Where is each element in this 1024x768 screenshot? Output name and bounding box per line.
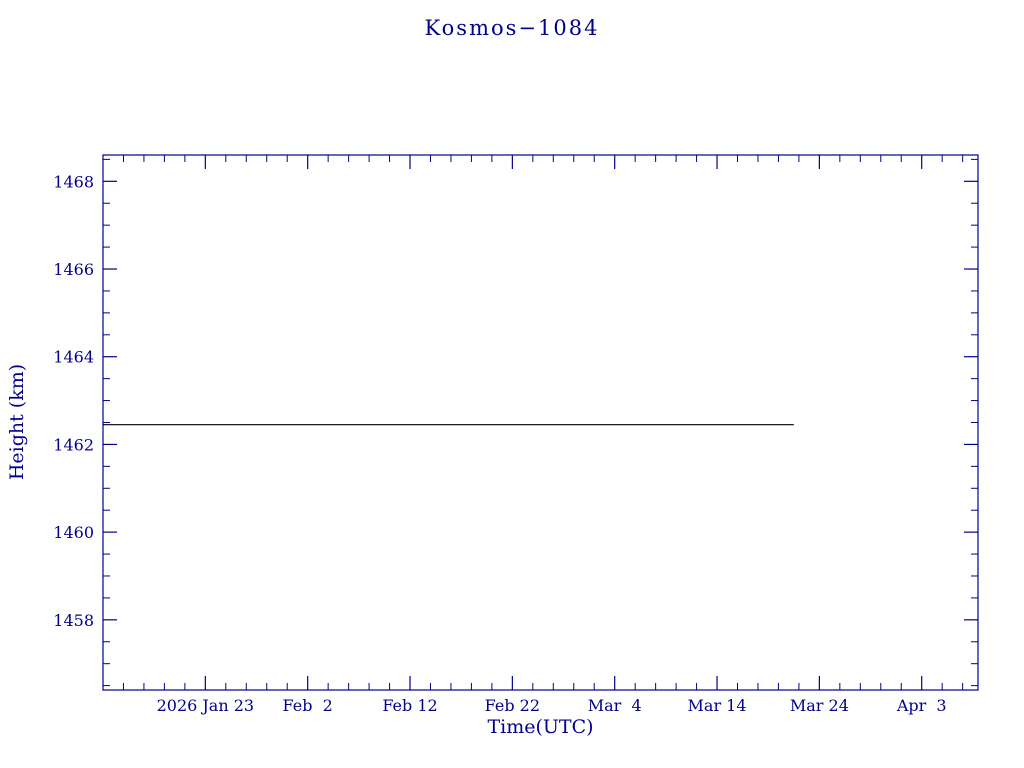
chart-title: Kosmos−1084 [424,16,600,40]
x-tick-label: Feb 22 [485,696,540,715]
plot-frame [102,154,979,691]
y-tick-label: 1466 [53,260,94,279]
y-tick-label: 1458 [53,611,94,630]
x-tick-label: 2026 Jan 23 [157,696,255,715]
x-tick-label: Mar 24 [790,696,849,715]
y-tick-label: 1462 [53,435,94,454]
x-tick-label: Mar 14 [688,696,747,715]
x-tick-label: Apr 3 [896,696,947,715]
y-tick-label: 1464 [53,348,94,367]
x-tick-label: Feb 2 [283,696,333,715]
y-tick-label: 1460 [53,523,94,542]
y-tick-label: 1468 [53,172,94,191]
x-tick-label: Mar 4 [588,696,642,715]
x-axis-label: Time(UTC) [487,716,594,738]
x-tick-label: Feb 12 [382,696,437,715]
